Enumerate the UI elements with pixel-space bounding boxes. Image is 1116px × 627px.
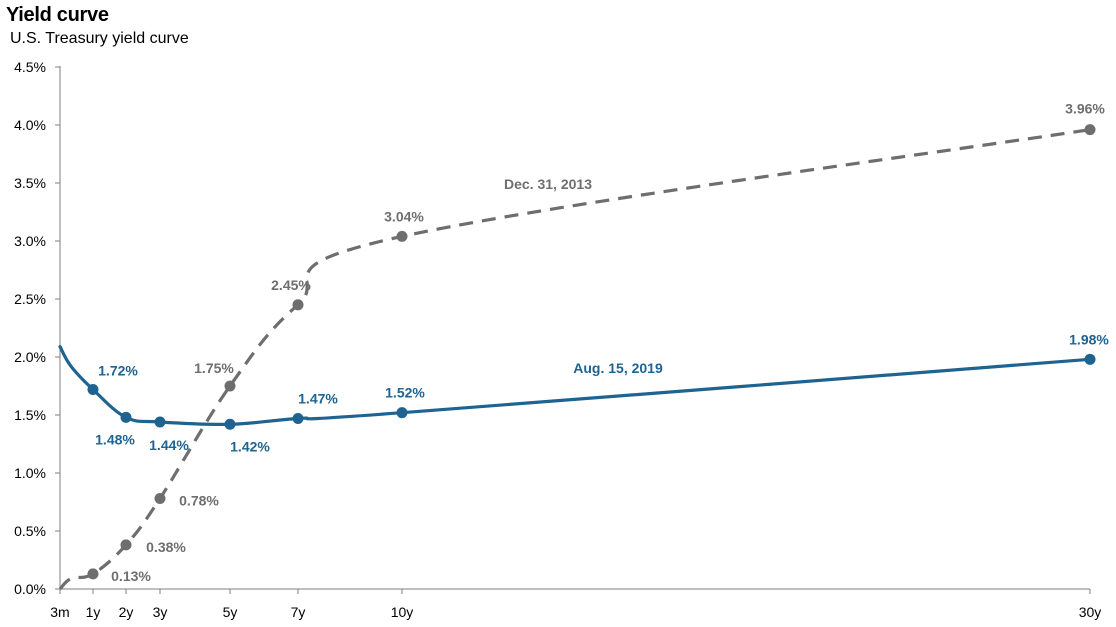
data-point-marker bbox=[1084, 124, 1096, 136]
data-label: 0.78% bbox=[179, 493, 219, 509]
y-tick-label: 3.5% bbox=[14, 175, 46, 191]
chart-axes: 0.0% 0.5% 1.0% 1.5% 2.0% 2.5% 3.0% 3.5% 4.0% 4.5%… bbox=[14, 59, 1101, 620]
series-layer bbox=[58, 124, 1096, 591]
x-tick-label: 1y bbox=[86, 604, 101, 620]
data-label: 1.44% bbox=[149, 437, 189, 453]
series-line-aug-2019 bbox=[58, 345, 1092, 427]
x-tick-label: 3y bbox=[153, 604, 168, 620]
data-label: 1.52% bbox=[385, 385, 425, 401]
data-point-marker bbox=[292, 412, 304, 424]
x-tick-label: 7y bbox=[291, 604, 306, 620]
data-label: 1.48% bbox=[95, 431, 135, 447]
x-tick-label: 30y bbox=[1079, 604, 1102, 620]
y-tick-label: 2.0% bbox=[14, 349, 46, 365]
data-point-marker bbox=[1084, 353, 1096, 365]
data-label: 0.13% bbox=[111, 568, 151, 584]
data-label: 1.47% bbox=[298, 390, 338, 406]
data-point-marker bbox=[154, 493, 166, 505]
chart-subtitle: U.S. Treasury yield curve bbox=[10, 30, 189, 47]
data-label: 3.04% bbox=[384, 208, 424, 224]
data-point-marker bbox=[87, 383, 99, 395]
y-tick-label: 4.5% bbox=[14, 59, 46, 75]
data-point-marker bbox=[292, 299, 304, 311]
data-point-marker bbox=[396, 230, 408, 242]
data-point-marker bbox=[87, 568, 99, 580]
data-label: 2.45% bbox=[271, 277, 311, 293]
y-tick-label: 1.0% bbox=[14, 465, 46, 481]
data-label: 0.38% bbox=[146, 539, 186, 555]
data-label: 1.98% bbox=[1069, 331, 1109, 347]
data-point-marker bbox=[224, 418, 236, 430]
data-point-marker bbox=[224, 380, 236, 392]
y-tick-label: 4.0% bbox=[14, 117, 46, 133]
x-tick-label: 5y bbox=[223, 604, 238, 620]
data-point-marker bbox=[396, 407, 408, 419]
y-tick-label: 0.5% bbox=[14, 523, 46, 539]
y-tick-label: 2.5% bbox=[14, 291, 46, 307]
data-point-marker bbox=[154, 416, 166, 428]
y-tick-label: 3.0% bbox=[14, 233, 46, 249]
series-name-label: Dec. 31, 2013 bbox=[504, 176, 592, 192]
data-label: 1.42% bbox=[230, 438, 270, 454]
x-tick-label: 3m bbox=[50, 604, 69, 620]
y-tick-label: 0.0% bbox=[14, 581, 46, 597]
x-tick-label: 10y bbox=[391, 604, 414, 620]
series-name-label: Aug. 15, 2019 bbox=[573, 360, 663, 376]
y-tick-label: 1.5% bbox=[14, 407, 46, 423]
data-label: 1.72% bbox=[98, 362, 138, 378]
x-tick-label: 2y bbox=[119, 604, 134, 620]
data-point-marker bbox=[120, 411, 132, 423]
chart-title: Yield curve bbox=[6, 4, 109, 26]
data-point-marker bbox=[120, 539, 132, 551]
data-label: 1.75% bbox=[194, 360, 234, 376]
data-label: 3.96% bbox=[1065, 101, 1105, 117]
data-labels-layer: 1.72% 1.48% 1.44% 1.42% 1.47% 1.52% 1.98% Aug. … bbox=[95, 101, 1109, 584]
